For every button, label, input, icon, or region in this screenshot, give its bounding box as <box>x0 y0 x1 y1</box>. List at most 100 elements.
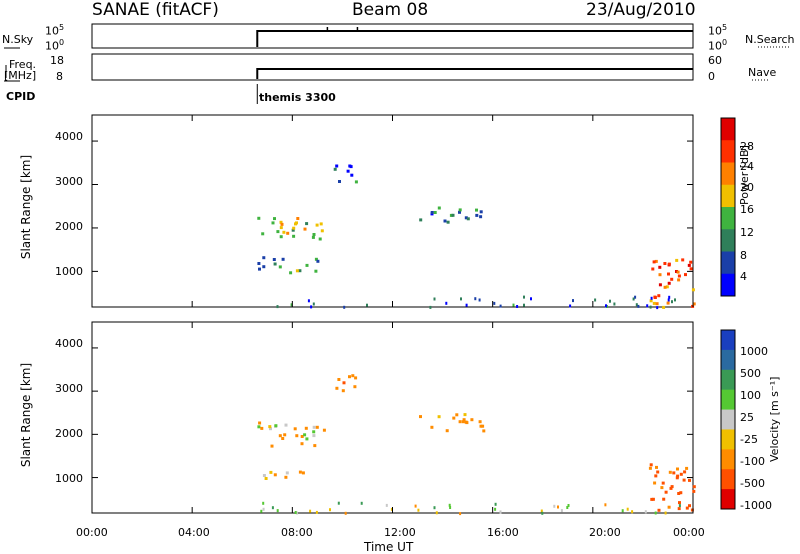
velocity-noise-13 <box>644 510 647 514</box>
velocity-echo-0-6 <box>300 435 304 438</box>
velocity-colorbar-segment-4 <box>721 409 735 430</box>
power-echo-0-12 <box>286 231 290 235</box>
velocity-echo-0-14 <box>305 437 309 441</box>
power-echo-2-3 <box>338 180 341 183</box>
vel-tick-1000: 1000 <box>740 345 768 358</box>
power-colorbar-segment-1 <box>721 140 735 163</box>
velocity-echo-0-20 <box>315 425 319 429</box>
xtick-0: 00:00 <box>76 526 108 539</box>
power-echo-3-8 <box>458 208 462 212</box>
power-echo-3-7 <box>437 206 441 210</box>
ytick-vel-3000: 3000 <box>55 382 83 395</box>
power-noise-11 <box>312 302 315 306</box>
velocity-noise-5 <box>567 504 570 507</box>
velocity-colorbar-segment-0 <box>721 330 735 351</box>
power-noise-38 <box>493 301 496 305</box>
power-echo-4-2 <box>689 260 693 264</box>
velocity-echo-0-0 <box>281 437 285 440</box>
power-echo-3-5 <box>458 210 461 214</box>
velocity-noise-27 <box>315 510 318 514</box>
velocity-colorbar-segment-3 <box>721 389 735 411</box>
power-colorbar-segment-2 <box>721 162 735 186</box>
velocity-echo-3-13 <box>481 424 485 428</box>
power-echo-4-16 <box>677 278 681 282</box>
power-echo-0-9 <box>296 217 300 220</box>
vel-tick-100: 100 <box>740 389 761 402</box>
velocity-echo-3-11 <box>458 420 462 424</box>
power-echo-4-31 <box>657 294 661 298</box>
velocity-echo-4-24 <box>679 491 683 495</box>
velocity-noise-20 <box>654 511 657 515</box>
power-echo-4-25 <box>677 274 681 278</box>
velocity-echo-4-9 <box>685 506 689 510</box>
power-noise-37 <box>572 299 574 303</box>
power-noise-10 <box>609 299 611 303</box>
velocity-echo-1-2 <box>285 471 289 475</box>
ytick-power-4000: 4000 <box>55 130 83 143</box>
xlabel: Time UT <box>364 540 414 554</box>
velocity-noise-12 <box>566 506 569 509</box>
power-echo-4-0 <box>658 273 662 277</box>
station-title: SANAE (fitACF) <box>92 0 219 20</box>
velocity-echo-3-8 <box>462 418 466 422</box>
power-echo-4-15 <box>655 302 659 306</box>
power-echo-1-14 <box>289 271 293 275</box>
velocity-noise-7 <box>494 507 497 511</box>
velocity-echo-3-7 <box>465 421 469 425</box>
power-noise-4 <box>637 304 640 308</box>
velocity-echo-4-3 <box>664 490 668 494</box>
power-tick-4: 4 <box>740 270 747 283</box>
power-echo-1-0 <box>273 262 277 266</box>
velocity-frame <box>91 321 694 514</box>
power-noise-24 <box>569 304 572 308</box>
cpid-value: themis 3300 <box>259 91 336 104</box>
velocity-noise-6 <box>631 510 634 514</box>
power-echo-2-7 <box>349 165 353 169</box>
power-echo-3-0 <box>475 208 478 212</box>
power-colorbar-frame <box>720 117 736 297</box>
power-colorbar-segment-7 <box>721 273 735 297</box>
velocity-echo-4-1 <box>661 481 665 485</box>
power-echo-0-5 <box>305 222 309 226</box>
power-noise-12 <box>671 300 673 304</box>
velocity-echo-0-3 <box>260 426 264 430</box>
power-echo-0-16 <box>318 237 322 241</box>
velocity-echo-4-5 <box>676 467 679 471</box>
xtick-3: 12:00 <box>384 526 416 539</box>
power-echo-0-20 <box>279 226 283 230</box>
power-echo-4-14 <box>653 295 657 299</box>
velocity-colorbar-segment-8 <box>721 489 735 510</box>
velocity-echo-3-5 <box>470 418 474 422</box>
power-echo-1-8 <box>316 259 320 263</box>
velocity-echo-2-1 <box>342 381 346 385</box>
velocity-noise-8 <box>433 506 436 510</box>
velocity-noise-26 <box>449 506 452 509</box>
velocity-echo-1-0 <box>269 470 273 474</box>
power-echo-0-22 <box>315 223 319 227</box>
power-noise-35 <box>674 298 676 302</box>
power-noise-21 <box>474 297 477 301</box>
velocity-echo-4-15 <box>649 463 653 467</box>
power-echo-0-2 <box>279 220 283 224</box>
power-echo-0-19 <box>276 230 280 234</box>
power-echo-4-22 <box>684 273 687 277</box>
power-echo-1-12 <box>272 258 276 261</box>
velocity-echo-4-34 <box>688 478 691 482</box>
velocity-noise-15 <box>557 505 559 509</box>
power-echo-1-10 <box>257 262 261 265</box>
freq-tick-bottom: 8 <box>56 70 63 83</box>
velocity-noise-19 <box>494 502 497 506</box>
power-echo-0-7 <box>311 235 315 239</box>
velocity-echo-0-1 <box>300 442 304 446</box>
power-echo-4-26 <box>687 263 691 267</box>
power-echo-4-12 <box>658 265 662 269</box>
power-echo-4-18 <box>662 305 666 309</box>
power-noise-17 <box>530 297 532 301</box>
velocity-echo-0-18 <box>270 444 274 448</box>
velocity-colorbar-segment-6 <box>721 449 735 470</box>
vel-tick-m1000: -1000 <box>740 499 772 512</box>
power-noise-1 <box>445 301 448 305</box>
velocity-echo-4-7 <box>677 492 681 495</box>
vel-tick-500: 500 <box>740 367 761 380</box>
velocity-noise-0 <box>621 509 624 513</box>
